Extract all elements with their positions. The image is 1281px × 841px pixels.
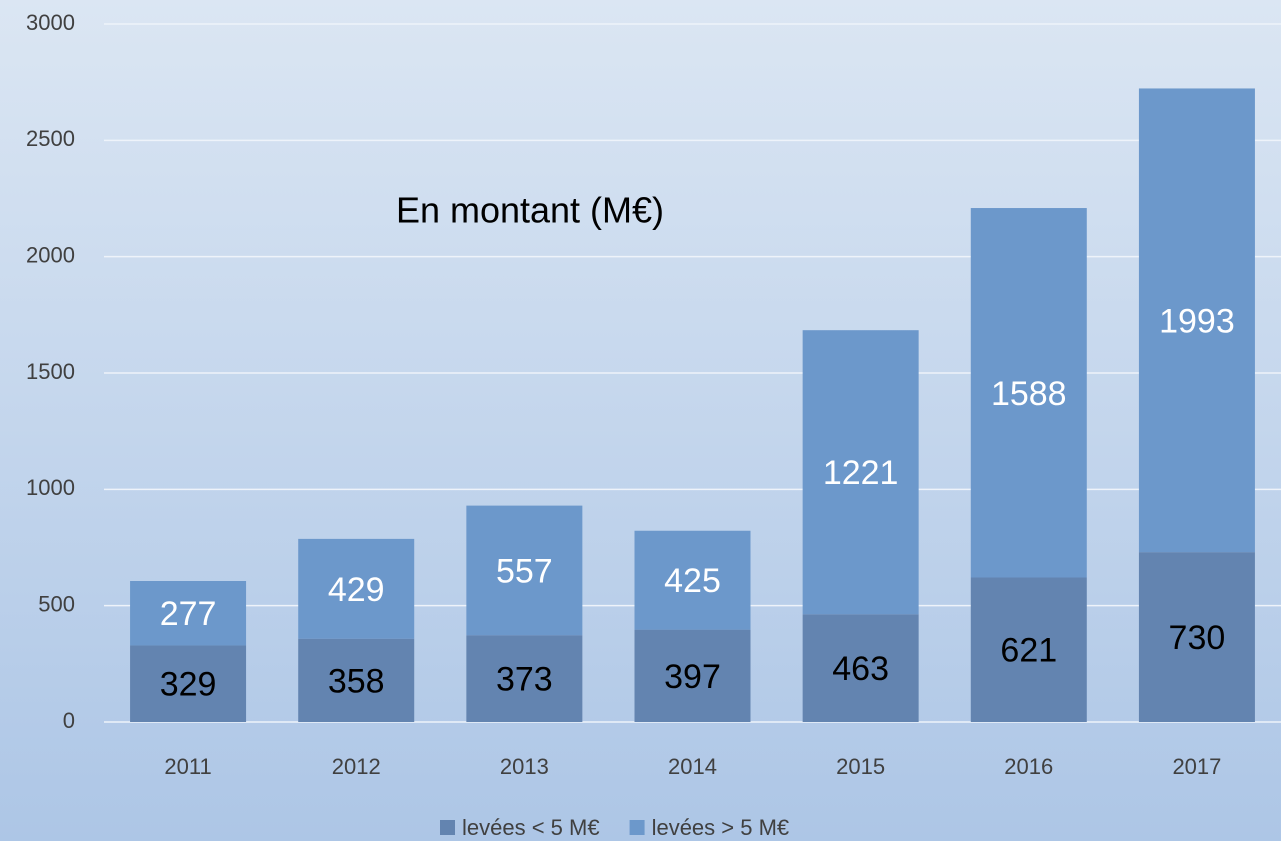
- bar-segment: [970, 208, 1087, 578]
- y-tick-label: 0: [63, 708, 75, 733]
- x-tick-label: 2012: [332, 754, 381, 779]
- legend-swatch: [629, 820, 645, 835]
- data-label: 1588: [991, 375, 1067, 413]
- bar-segment: [802, 614, 919, 722]
- legend-label: levées < 5 M€: [462, 815, 600, 840]
- y-tick-label: 500: [38, 591, 75, 616]
- bar-segment: [970, 577, 1087, 722]
- data-label: 1221: [823, 454, 899, 492]
- data-label: 358: [328, 662, 385, 700]
- bar-segment: [130, 645, 247, 722]
- y-tick-label: 1500: [26, 359, 75, 384]
- x-tick-label: 2013: [500, 754, 549, 779]
- x-tick-label: 2015: [836, 754, 885, 779]
- data-label: 277: [160, 595, 217, 633]
- y-tick-label: 2500: [26, 126, 75, 151]
- bar-segment: [1138, 552, 1255, 722]
- data-label: 621: [1000, 632, 1057, 670]
- bar-segment: [634, 629, 751, 722]
- data-label: 730: [1169, 619, 1226, 657]
- bar-segment: [1138, 88, 1255, 553]
- bar-segment: [466, 635, 583, 722]
- data-label: 425: [664, 562, 721, 600]
- chart-title: En montant (M€): [396, 190, 664, 231]
- data-label: 373: [496, 661, 553, 699]
- legend-label: levées > 5 M€: [652, 815, 790, 840]
- bar-segment: [802, 330, 919, 615]
- data-label: 429: [328, 571, 385, 609]
- bar-segment: [298, 538, 415, 639]
- data-label: 463: [832, 650, 889, 688]
- x-tick-label: 2011: [164, 754, 211, 779]
- x-tick-label: 2016: [1004, 754, 1053, 779]
- data-label: 1993: [1159, 302, 1235, 340]
- bar-segment: [466, 505, 583, 636]
- y-tick-label: 2000: [26, 242, 75, 267]
- y-tick-label: 1000: [26, 475, 75, 500]
- data-label: 557: [496, 552, 553, 590]
- x-tick-label: 2017: [1172, 754, 1221, 779]
- data-label: 397: [664, 658, 721, 696]
- legend-swatch: [440, 820, 455, 835]
- bar-segment: [130, 581, 247, 646]
- x-tick-label: 2014: [668, 754, 717, 779]
- y-tick-label: 3000: [26, 10, 75, 35]
- bar-segment: [298, 638, 415, 722]
- data-label: 329: [160, 666, 217, 704]
- bar-segment: [634, 530, 751, 630]
